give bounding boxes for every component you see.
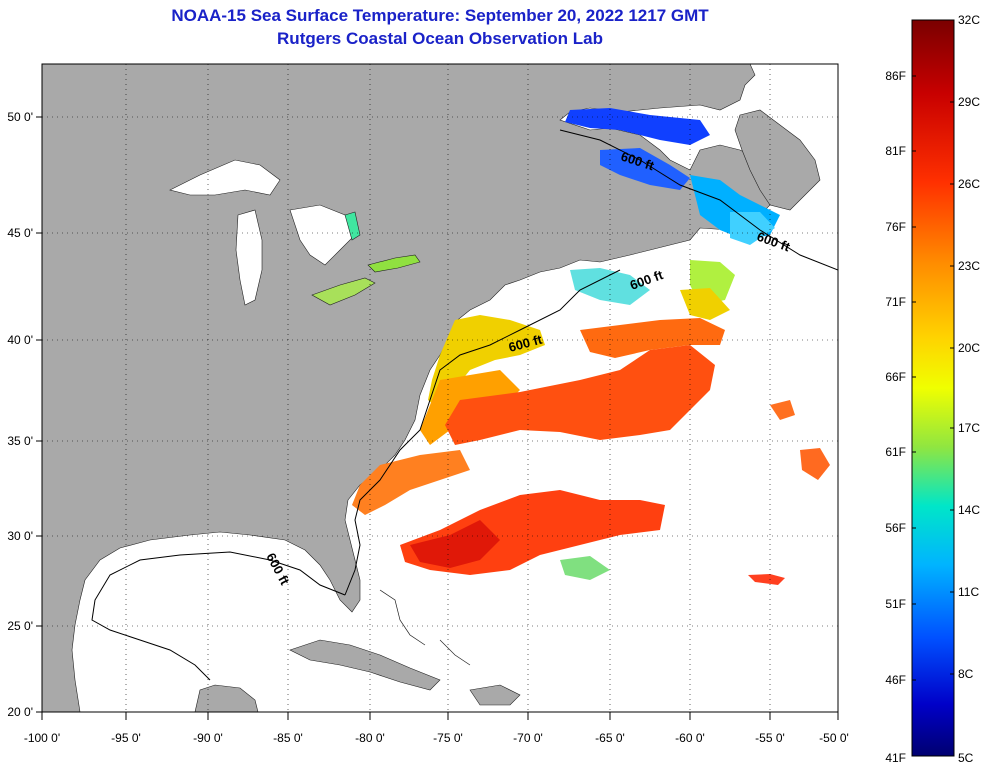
colorbar-fahrenheit-label: 56F	[885, 521, 906, 535]
map-title: NOAA-15 Sea Surface Temperature: Septemb…	[171, 6, 709, 25]
lake-georgian	[344, 211, 361, 241]
map-subtitle: Rutgers Coastal Ocean Observation Lab	[277, 29, 603, 48]
y-tick-label: 20 0'	[7, 705, 33, 719]
land-cuba	[289, 639, 441, 691]
colorbar-celsius-label: 32C	[958, 13, 980, 27]
x-tick-label: -55 0'	[755, 731, 785, 745]
colorbar-celsius-label: 29C	[958, 95, 980, 109]
colorbar-fahrenheit-label: 86F	[885, 69, 906, 83]
x-tick-label: -70 0'	[513, 731, 543, 745]
colorbar-fahrenheit-label: 71F	[885, 295, 906, 309]
colorbar-fahrenheit-label: 51F	[885, 597, 906, 611]
colorbar-celsius-label: 8C	[958, 667, 974, 681]
y-tick-label: 40 0'	[7, 333, 33, 347]
lake-erie	[311, 277, 376, 306]
y-axis: 50 0' 45 0' 40 0' 35 0' 30 0' 25 0' 20 0…	[7, 110, 42, 719]
y-tick-label: 50 0'	[7, 110, 33, 124]
colorbar: 32C 29C 26C 23C 20C 17C 14C 11C 8C 5C 86…	[885, 13, 980, 765]
x-tick-label: -60 0'	[675, 731, 705, 745]
colorbar-celsius-label: 26C	[958, 177, 980, 191]
lake-huron	[289, 204, 356, 266]
colorbar-celsius-label: 17C	[958, 421, 980, 435]
lake-michigan	[235, 209, 263, 306]
land-hispaniola	[469, 684, 521, 706]
x-tick-label: -65 0'	[595, 731, 625, 745]
x-tick-label: -50 0'	[819, 731, 849, 745]
colorbar-fahrenheit-label: 81F	[885, 144, 906, 158]
colorbar-celsius-label: 11C	[958, 585, 979, 599]
x-tick-label: -85 0'	[273, 731, 303, 745]
y-tick-label: 25 0'	[7, 619, 33, 633]
plot-frame	[41, 63, 839, 713]
colorbar-celsius-label: 20C	[958, 341, 980, 355]
land-north-america	[42, 64, 781, 712]
y-tick-label: 30 0'	[7, 529, 33, 543]
x-tick-label: -100 0'	[24, 731, 60, 745]
colorbar-celsius-label: 5C	[958, 751, 974, 765]
graticule	[42, 64, 838, 712]
x-tick-label: -95 0'	[111, 731, 141, 745]
colorbar-fahrenheit-label: 66F	[885, 370, 906, 384]
colorbar-fahrenheit-label: 41F	[885, 751, 906, 765]
colorbar-fahrenheit-label: 76F	[885, 220, 906, 234]
land-bahamas	[379, 589, 471, 666]
lake-superior	[169, 159, 281, 196]
land-newfoundland	[734, 109, 821, 211]
bathymetry-contour	[91, 129, 838, 681]
y-tick-label: 45 0'	[7, 226, 33, 240]
colorbar-fahrenheit-label: 61F	[885, 445, 906, 459]
x-tick-label: -90 0'	[193, 731, 223, 745]
land-yucatan	[194, 684, 259, 712]
colorbar-fahrenheit-label: 46F	[885, 673, 906, 687]
colorbar-scale	[911, 19, 955, 757]
x-tick-label: -75 0'	[433, 731, 463, 745]
sst-data	[352, 108, 830, 585]
x-tick-label: -80 0'	[355, 731, 385, 745]
colorbar-celsius-label: 23C	[958, 259, 980, 273]
colorbar-celsius-label: 14C	[958, 503, 980, 517]
y-tick-label: 35 0'	[7, 434, 33, 448]
lake-ontario	[367, 254, 421, 273]
x-axis: -100 0' -95 0' -90 0' -85 0' -80 0' -75 …	[24, 712, 849, 745]
